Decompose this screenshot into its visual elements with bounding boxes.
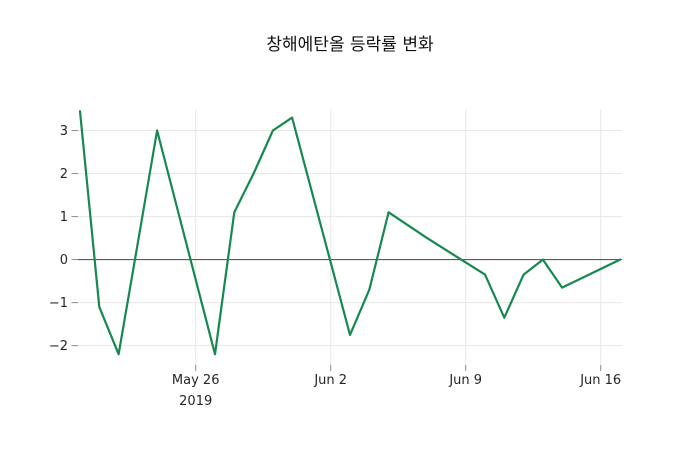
- y-tick-label: 1: [60, 210, 68, 225]
- y-tick-label: −1: [49, 296, 68, 311]
- x-tick-sublabel: 2019: [179, 394, 212, 409]
- x-tick-label: Jun 16: [579, 373, 621, 388]
- x-tick-label: Jun 2: [313, 373, 347, 388]
- x-tick-label: May 26: [172, 373, 220, 388]
- y-tick-label: −2: [49, 339, 68, 354]
- x-tick-label: Jun 9: [448, 373, 482, 388]
- y-tick-label: 3: [60, 124, 68, 139]
- y-tick-label: 2: [60, 167, 68, 182]
- y-tick-label: 0: [60, 253, 68, 268]
- price-change-series-line: [78, 110, 622, 356]
- chart-title: 창해에탄올 등락률 변화: [266, 35, 434, 55]
